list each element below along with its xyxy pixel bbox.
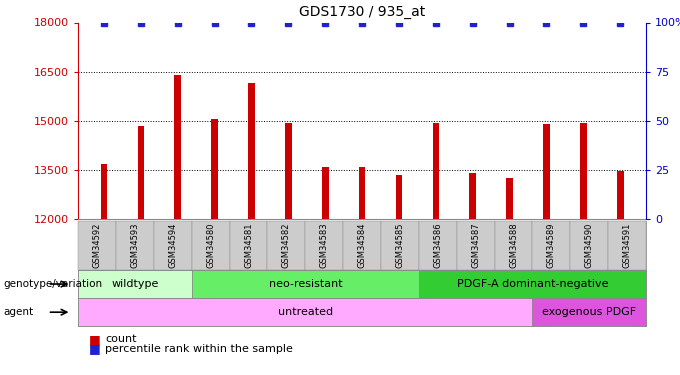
Bar xyxy=(396,175,403,219)
Bar xyxy=(507,178,513,219)
Text: untreated: untreated xyxy=(277,307,333,317)
Text: GSM34583: GSM34583 xyxy=(320,223,328,268)
Text: GSM34587: GSM34587 xyxy=(471,223,480,268)
Text: wildtype: wildtype xyxy=(112,279,158,289)
Bar xyxy=(211,119,218,219)
Bar xyxy=(469,173,476,219)
Bar xyxy=(432,123,439,219)
Text: PDGF-A dominant-negative: PDGF-A dominant-negative xyxy=(457,279,608,289)
Bar xyxy=(248,83,255,219)
Text: GSM34591: GSM34591 xyxy=(623,223,632,268)
Bar xyxy=(175,75,181,219)
Bar xyxy=(322,167,328,219)
Bar xyxy=(137,126,144,219)
Text: GSM34594: GSM34594 xyxy=(169,223,177,268)
Text: exogenous PDGF: exogenous PDGF xyxy=(542,307,636,317)
Text: count: count xyxy=(105,334,137,344)
Text: GSM34586: GSM34586 xyxy=(433,223,442,268)
Bar xyxy=(617,171,624,219)
Text: genotype/variation: genotype/variation xyxy=(3,279,103,289)
Text: agent: agent xyxy=(3,307,33,317)
Text: GSM34593: GSM34593 xyxy=(131,223,139,268)
Bar xyxy=(285,123,292,219)
Text: GSM34588: GSM34588 xyxy=(509,223,518,268)
Bar xyxy=(543,124,549,219)
Text: GSM34589: GSM34589 xyxy=(547,223,556,268)
Text: percentile rank within the sample: percentile rank within the sample xyxy=(105,344,293,354)
Bar xyxy=(359,167,365,219)
Text: GSM34582: GSM34582 xyxy=(282,223,291,268)
Text: GSM34580: GSM34580 xyxy=(206,223,215,268)
Title: GDS1730 / 935_at: GDS1730 / 935_at xyxy=(299,5,425,19)
Text: ■: ■ xyxy=(88,342,100,355)
Bar xyxy=(580,123,587,219)
Text: GSM34584: GSM34584 xyxy=(358,223,367,268)
Text: neo-resistant: neo-resistant xyxy=(269,279,342,289)
Bar xyxy=(101,164,107,219)
Text: GSM34585: GSM34585 xyxy=(396,223,405,268)
Text: ■: ■ xyxy=(88,333,100,346)
Text: GSM34590: GSM34590 xyxy=(585,223,594,268)
Text: GSM34581: GSM34581 xyxy=(244,223,253,268)
Text: GSM34592: GSM34592 xyxy=(92,223,101,268)
